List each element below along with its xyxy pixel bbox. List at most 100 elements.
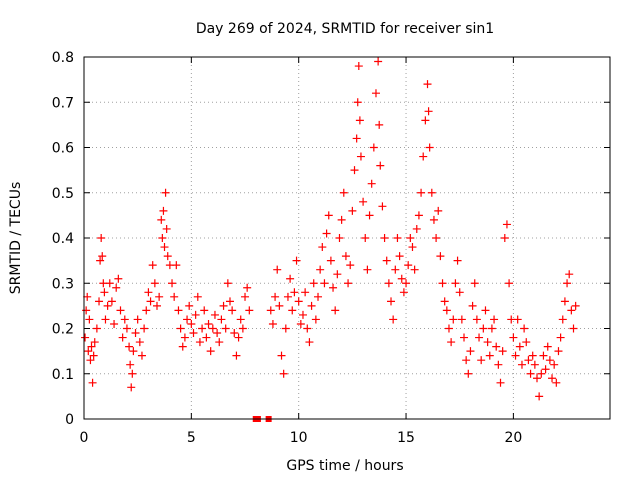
data-point xyxy=(509,333,518,342)
data-point xyxy=(371,89,380,98)
data-point xyxy=(150,279,159,288)
data-point xyxy=(162,224,171,233)
data-point xyxy=(352,134,361,143)
data-point xyxy=(128,369,137,378)
data-point xyxy=(84,347,93,356)
data-point xyxy=(210,310,219,319)
data-point xyxy=(95,297,104,306)
data-point xyxy=(219,301,228,310)
data-point xyxy=(399,288,408,297)
data-point xyxy=(230,329,239,338)
data-point xyxy=(296,319,305,328)
data-point xyxy=(331,306,340,315)
data-point xyxy=(423,80,432,89)
data-point xyxy=(376,161,385,170)
data-point xyxy=(185,301,194,310)
data-point xyxy=(449,315,458,324)
data-point xyxy=(537,369,546,378)
data-point xyxy=(533,374,542,383)
data-point xyxy=(434,206,443,215)
data-point xyxy=(348,206,357,215)
data-point xyxy=(479,324,488,333)
data-point xyxy=(236,315,245,324)
data-point xyxy=(243,283,252,292)
data-point xyxy=(375,120,384,129)
data-point xyxy=(470,279,479,288)
data-point xyxy=(318,243,327,252)
data-point xyxy=(359,197,368,206)
data-point xyxy=(490,315,499,324)
data-point xyxy=(101,315,110,324)
data-point xyxy=(215,338,224,347)
data-point xyxy=(440,297,449,306)
data-point xyxy=(137,351,146,360)
data-point xyxy=(500,234,509,242)
data-point xyxy=(391,265,400,274)
data-point xyxy=(414,211,423,220)
data-point xyxy=(208,324,217,333)
data-point xyxy=(129,347,138,356)
data-point xyxy=(275,301,284,310)
data-point xyxy=(535,392,544,401)
data-point xyxy=(172,261,181,270)
data-point xyxy=(213,329,222,338)
data-point xyxy=(513,315,522,324)
data-point xyxy=(412,224,421,233)
data-point xyxy=(404,261,413,270)
data-point xyxy=(223,279,232,288)
data-point xyxy=(543,342,552,351)
data-point xyxy=(120,315,129,324)
data-point xyxy=(528,351,537,360)
data-point xyxy=(380,234,389,242)
data-point xyxy=(530,360,539,369)
data-point xyxy=(198,324,207,333)
data-point xyxy=(350,166,359,175)
data-point xyxy=(142,306,151,315)
data-point xyxy=(487,324,496,333)
data-point xyxy=(126,360,135,369)
data-point xyxy=(464,369,473,378)
data-point xyxy=(429,215,438,224)
data-point xyxy=(346,261,355,270)
data-point xyxy=(457,315,466,324)
data-point xyxy=(481,306,490,315)
data-point xyxy=(133,315,142,324)
y-axis-label: SRMTID / TECUs xyxy=(8,182,24,295)
data-point xyxy=(354,62,363,71)
data-point xyxy=(202,333,211,342)
data-point xyxy=(539,351,548,360)
data-point xyxy=(517,360,526,369)
y-tick-label: 0.5 xyxy=(52,186,74,202)
data-point xyxy=(116,306,125,315)
data-point xyxy=(189,329,198,338)
data-point xyxy=(314,292,323,301)
data-point xyxy=(286,274,295,283)
data-point xyxy=(144,288,153,297)
data-point xyxy=(193,292,202,301)
data-point xyxy=(97,234,106,242)
data-point xyxy=(355,116,364,125)
data-point xyxy=(462,356,471,365)
axis-ticks: 0 0.1 0.2 0.3 0.4 0.5 0.6 0.7 0.8 0 5 10 15 20 xyxy=(52,50,610,446)
data-point xyxy=(279,369,288,378)
data-point xyxy=(483,338,492,347)
y-tick-label: 0.8 xyxy=(52,50,74,66)
x-tick-label: 20 xyxy=(504,430,522,446)
data-point xyxy=(155,292,164,301)
data-point xyxy=(520,324,529,333)
data-point xyxy=(410,265,419,274)
data-point xyxy=(502,220,511,229)
y-tick-label: 0.2 xyxy=(52,322,74,338)
data-point xyxy=(89,351,98,360)
data-point xyxy=(322,229,331,238)
data-point xyxy=(417,188,426,197)
data-point xyxy=(378,202,387,211)
data-point xyxy=(511,351,520,360)
data-point xyxy=(419,152,428,161)
data-point xyxy=(455,288,464,297)
data-point xyxy=(427,188,436,197)
data-point xyxy=(337,215,346,224)
data-point xyxy=(438,279,447,288)
data-point xyxy=(565,270,574,279)
